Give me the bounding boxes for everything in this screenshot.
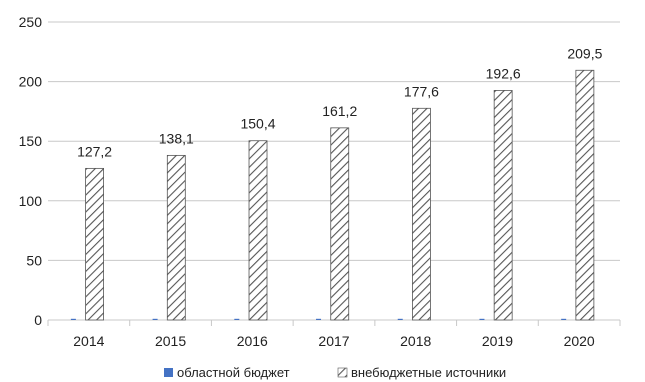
bar-extrabudgetary bbox=[166, 154, 186, 321]
bar-regional-budget bbox=[479, 318, 485, 320]
y-tick-label: 0 bbox=[34, 312, 42, 328]
bar-regional-budget bbox=[152, 318, 158, 320]
data-labels: 127,2 138,1 150,4 161,2 177,6 192,6 209,5 bbox=[77, 45, 603, 159]
x-tick-label: 2018 bbox=[400, 333, 431, 349]
data-label: 150,4 bbox=[240, 116, 275, 132]
x-tick-label: 2019 bbox=[482, 333, 513, 349]
bar-extrabudgetary bbox=[85, 167, 104, 321]
bar-regional-budget bbox=[234, 318, 240, 320]
bar-extrabudgetary bbox=[412, 107, 431, 321]
bar-regional-budget bbox=[316, 318, 322, 320]
y-tick-label: 100 bbox=[19, 193, 43, 209]
data-label: 209,5 bbox=[567, 45, 602, 61]
x-tick-label: 2020 bbox=[564, 333, 595, 349]
legend-label-regional-budget: областной бюджет bbox=[177, 365, 290, 380]
x-axis-ticks: 2014 2015 2016 2017 2018 2019 2020 bbox=[73, 333, 595, 349]
bar-extrabudgetary bbox=[575, 69, 595, 321]
x-tick-label: 2016 bbox=[237, 333, 268, 349]
bar-extrabudgetary bbox=[330, 127, 350, 321]
bars bbox=[70, 69, 595, 321]
data-label: 127,2 bbox=[77, 143, 112, 159]
y-tick-label: 200 bbox=[19, 74, 43, 90]
y-tick-label: 250 bbox=[19, 14, 43, 30]
y-axis-ticks: 0 50 100 150 200 250 bbox=[19, 14, 43, 328]
data-label: 177,6 bbox=[404, 83, 439, 99]
bar-regional-budget bbox=[397, 318, 403, 320]
x-tick-label: 2014 bbox=[73, 333, 104, 349]
bar-regional-budget bbox=[561, 318, 567, 320]
x-tick-label: 2015 bbox=[155, 333, 186, 349]
legend-label-extrabudgetary: внебюджетные источники bbox=[351, 365, 506, 380]
legend: областной бюджет внебюджетные источники bbox=[164, 365, 506, 380]
legend-swatch-extrabudgetary bbox=[337, 367, 348, 378]
y-tick-label: 50 bbox=[26, 252, 42, 268]
data-label: 192,6 bbox=[486, 65, 521, 81]
bar-regional-budget bbox=[70, 318, 76, 320]
data-label: 161,2 bbox=[322, 103, 357, 119]
x-tick-label: 2017 bbox=[318, 333, 349, 349]
bar-extrabudgetary bbox=[493, 90, 513, 321]
data-label: 138,1 bbox=[159, 130, 194, 146]
bar-extrabudgetary bbox=[248, 140, 268, 321]
legend-swatch-regional-budget bbox=[164, 368, 173, 377]
y-tick-label: 150 bbox=[19, 133, 43, 149]
